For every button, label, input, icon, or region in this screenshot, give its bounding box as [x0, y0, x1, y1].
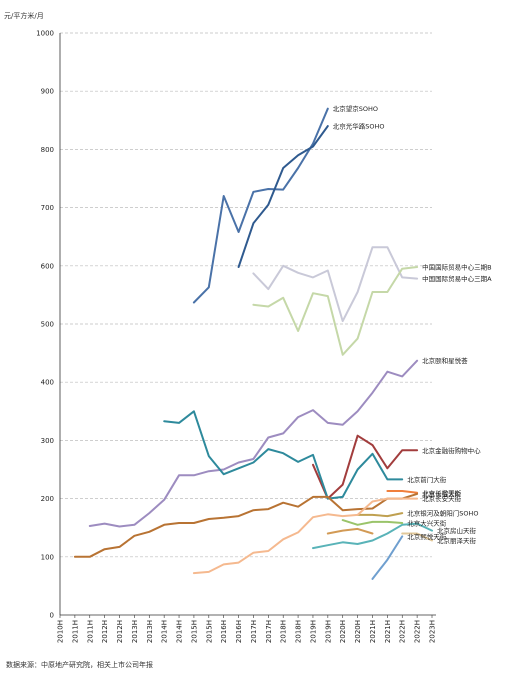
- series-labels: 北京望京SOHO 北京光华路SOHO 中国国际贸易中心三期A 中国国际贸易中心三期B 北…: [333, 104, 492, 545]
- series-line: [237, 125, 329, 268]
- x-tick-label: 2019H: [324, 620, 332, 643]
- series-line: [252, 246, 419, 323]
- series-label: 北京望京SOHO: [333, 104, 378, 113]
- x-tick-label: 2017H: [265, 620, 273, 643]
- x-tick-label: 2018H: [295, 620, 303, 643]
- x-tick-label: 2012H: [101, 620, 109, 643]
- series-line: [312, 522, 433, 550]
- series-line: [192, 497, 419, 575]
- gridlines: [60, 32, 432, 558]
- y-axis-label: 元/平方米/月: [4, 11, 44, 20]
- x-tick-label: 2022H: [399, 620, 407, 643]
- series-line: [192, 107, 329, 304]
- series-line: [341, 519, 404, 526]
- x-tick-label: 2021H: [369, 620, 377, 643]
- series-label: 北京光华路SOHO: [333, 122, 385, 131]
- series-label: 北京金融街购物中心: [422, 446, 481, 455]
- series-label: 中国国际贸易中心三期B: [422, 263, 491, 272]
- series-line: [356, 512, 404, 518]
- series-lines: [73, 107, 433, 580]
- series-label: 北京颐和星悦荟: [422, 356, 468, 365]
- x-tick-label: 2017H: [250, 620, 258, 643]
- x-tick-label: 2018H: [280, 620, 288, 643]
- series-line: [252, 266, 419, 356]
- y-tick-label: 200: [41, 495, 54, 503]
- series-line: [326, 527, 374, 535]
- series-label: 北京世贸天阶: [422, 489, 462, 498]
- series-label: 北京银河及朝阳门SOHO: [407, 509, 478, 518]
- x-tick-label: 2015H: [205, 620, 213, 643]
- x-tick-label: 2023H: [429, 620, 437, 643]
- x-tick-label: 2011H: [86, 620, 94, 643]
- series-line: [371, 535, 404, 580]
- y-tick-label: 1000: [36, 30, 54, 38]
- series-label: 中国国际贸易中心三期A: [422, 274, 492, 283]
- series-line: [163, 410, 404, 500]
- series-line: [401, 532, 433, 542]
- x-tick-label: 2020H: [354, 620, 362, 643]
- y-tick-label: 400: [41, 379, 54, 387]
- series-label: 北京大兴天街: [407, 519, 447, 528]
- x-tick-label: 2020H: [339, 620, 347, 643]
- series-label: 北京前门大街: [407, 475, 447, 484]
- y-tick-label: 700: [41, 204, 54, 212]
- data-source-note: 数据来源：中原地产研究院，相关上市公司年报: [6, 661, 153, 669]
- x-tick-label: 2013H: [146, 620, 154, 643]
- x-tick-label: 2012H: [116, 620, 124, 643]
- series-label: 北京长楹天街: [422, 488, 462, 497]
- series-line: [386, 490, 419, 494]
- y-tick-label: 100: [41, 553, 54, 561]
- y-tick-label: 800: [41, 146, 54, 154]
- x-tick-label: 2014H: [161, 620, 169, 643]
- y-tick-label: 300: [41, 437, 54, 445]
- series-line: [88, 359, 419, 528]
- series-line: [312, 434, 419, 500]
- x-tick-label: 2011H: [71, 620, 79, 643]
- series-label: 北京房山天街: [437, 526, 477, 535]
- x-tick-label: 2022H: [414, 620, 422, 643]
- x-tick-label: 2016H: [235, 620, 243, 643]
- x-tick-label: 2019H: [309, 620, 317, 643]
- x-tick-label: 2016H: [220, 620, 228, 643]
- x-tick-label: 2015H: [190, 620, 198, 643]
- y-tick-label: 600: [41, 262, 54, 270]
- axes: 0 100 200 300 400 500 600 700 800 900 1000 2010H 201…: [36, 30, 436, 644]
- y-tick-label: 900: [41, 88, 54, 96]
- x-tick-label: 2010H: [57, 620, 65, 643]
- series-label: 北京长安天街: [422, 494, 462, 503]
- y-tick-label: 0: [50, 612, 54, 620]
- series-label: 北京熙悦天街: [407, 532, 447, 541]
- x-tick-label: 2014H: [176, 620, 184, 643]
- series-line: [73, 492, 419, 558]
- x-tick-label: 2021H: [384, 620, 392, 643]
- y-tick-label: 500: [41, 321, 54, 329]
- line-chart: 0 100 200 300 400 500 600 700 800 900 1000 2010H 201…: [4, 11, 492, 644]
- series-label: 北京丽泽天街: [437, 536, 477, 545]
- x-tick-label: 2013H: [131, 620, 139, 643]
